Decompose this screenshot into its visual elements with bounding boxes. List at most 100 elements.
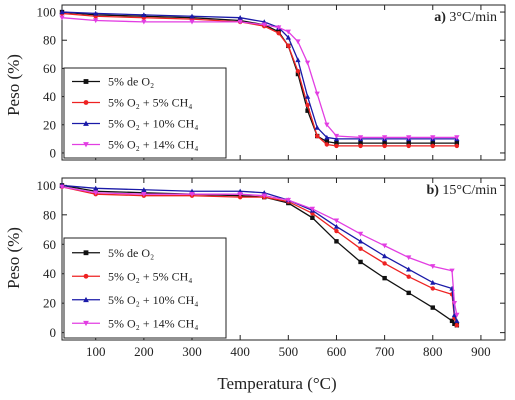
data-point — [324, 139, 330, 144]
y-axis-title-top: Peso (%) — [4, 54, 23, 116]
data-point — [93, 18, 99, 24]
data-point — [314, 124, 320, 130]
data-point — [310, 215, 315, 220]
data-point — [261, 193, 267, 199]
data-point — [430, 286, 435, 291]
data-point — [382, 143, 387, 149]
data-point — [295, 71, 301, 77]
data-point — [309, 206, 316, 212]
data-point — [358, 140, 363, 146]
legend: 5% de O₂ 5% O₂ + 5% CH₄ 5% O₂ + 10% CH₄ 5% … — [63, 237, 227, 339]
legend-marker — [83, 273, 89, 279]
data-point — [406, 143, 411, 149]
data-point — [454, 312, 460, 318]
data-point — [381, 135, 388, 141]
panel-label: b) — [426, 183, 442, 198]
legend-label: 5% O₂ + 14% CH₄ — [108, 316, 198, 330]
data-point — [454, 143, 460, 149]
data-point — [237, 192, 243, 197]
legend-marker — [83, 142, 89, 148]
data-point — [324, 142, 330, 147]
data-point — [333, 133, 340, 139]
data-point — [189, 19, 195, 25]
data-point — [141, 19, 147, 25]
data-point — [304, 60, 311, 66]
data-point — [261, 22, 267, 28]
data-point — [454, 323, 460, 328]
data-point — [305, 108, 310, 113]
x-axis-title: Temperatura (°C) — [217, 374, 336, 393]
data-point — [324, 122, 330, 128]
data-point — [189, 192, 195, 197]
data-point — [454, 135, 460, 141]
y-tick-label: 60 — [43, 237, 56, 252]
data-point — [324, 134, 330, 140]
y-tick-label: 20 — [43, 296, 56, 311]
panel-rate: 15°C/min — [442, 183, 497, 198]
legend-label: 5% O₂ + 14% CH₄ — [108, 138, 198, 152]
data-point — [141, 187, 147, 192]
data-point — [333, 223, 340, 229]
legend-label: 5% O₂ + 5% CH₄ — [108, 269, 192, 283]
data-point — [59, 9, 65, 15]
x-tick-label: 900 — [471, 344, 491, 359]
legend-marker — [83, 320, 89, 327]
data-point — [406, 140, 411, 146]
data-point — [93, 185, 99, 191]
data-point — [381, 243, 388, 249]
legend-label: 5% O₂ + 10% CH₄ — [108, 117, 198, 131]
series-line-3 — [61, 11, 457, 140]
y-tick-label: 80 — [43, 33, 56, 48]
legend-label: 5% de O₂ — [108, 75, 154, 89]
data-point — [141, 12, 147, 18]
x-tick-label: 200 — [134, 344, 154, 359]
data-point — [357, 231, 364, 237]
panel-a: 0 20 40 60 80 100 a) 3°C/min 5% de O₂ 5% O₂ + 5%… — [37, 4, 506, 161]
y-tick-label: 0 — [50, 325, 57, 340]
data-point — [357, 135, 364, 141]
data-point — [382, 261, 387, 266]
data-point — [237, 19, 243, 25]
y-tick-label: 20 — [43, 117, 56, 132]
data-point — [276, 25, 282, 31]
data-point — [357, 238, 364, 244]
data-point — [454, 140, 460, 146]
legend-marker — [83, 296, 89, 303]
data-point — [237, 194, 243, 200]
legend-marker — [83, 250, 89, 256]
data-point — [382, 140, 387, 146]
data-point — [334, 140, 339, 146]
data-point — [430, 305, 435, 310]
y-tick-label: 60 — [43, 61, 56, 76]
legend-marker — [83, 79, 89, 84]
data-point — [276, 30, 281, 36]
y-tick-label: 80 — [43, 207, 56, 222]
data-point — [93, 10, 99, 16]
plot-frame — [61, 4, 506, 161]
data-point — [295, 39, 301, 45]
series-line-1 — [61, 11, 457, 144]
data-point — [406, 290, 411, 296]
data-point — [451, 312, 458, 318]
series-line-1 — [61, 184, 458, 326]
y-tick-label: 40 — [43, 266, 56, 281]
data-point — [59, 184, 65, 190]
panel-b: 0 20 40 60 80 100 100 200 300 400 500 600 700 800 900 b… — [37, 177, 506, 359]
data-point — [430, 135, 436, 141]
panel-title: b) 15°C/min — [426, 183, 497, 198]
data-point — [449, 318, 455, 324]
panel-label: a) — [434, 10, 449, 25]
x-tick-label: 700 — [375, 344, 395, 359]
y-tick-label: 100 — [37, 178, 57, 193]
data-point — [381, 253, 388, 259]
data-point — [452, 321, 457, 326]
data-point — [406, 266, 412, 272]
data-point — [430, 264, 436, 270]
plot-frame — [61, 177, 506, 341]
series-line-4 — [61, 186, 458, 316]
series-line-3 — [61, 184, 458, 322]
data-point — [451, 300, 458, 306]
data-point — [454, 318, 460, 324]
data-point — [449, 268, 455, 274]
